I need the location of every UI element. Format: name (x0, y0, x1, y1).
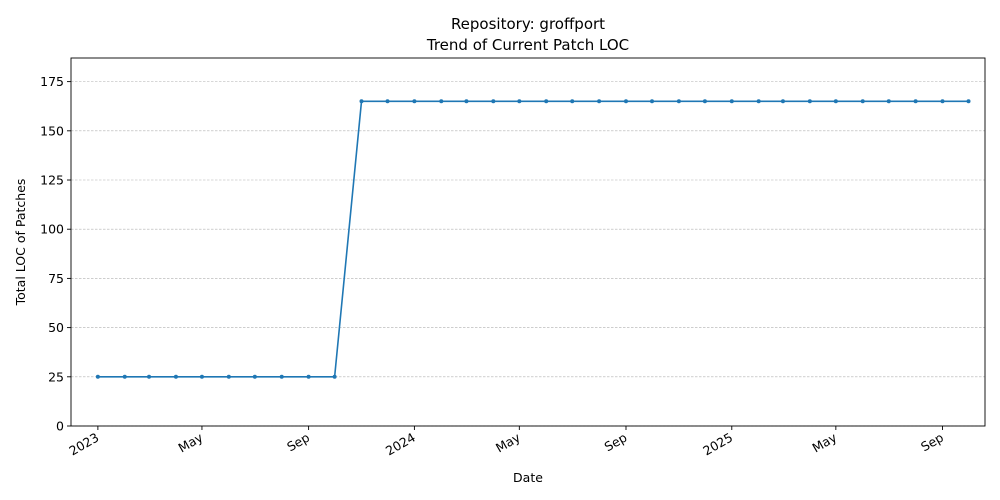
x-axis-label: Date (513, 470, 543, 485)
data-point (886, 99, 891, 104)
x-tick-label-3: 2024 (383, 430, 418, 459)
series-line-0 (97, 100, 969, 378)
data-point (597, 99, 602, 104)
data-point (439, 99, 444, 104)
data-point (385, 99, 390, 104)
data-point (199, 374, 204, 379)
data-point (623, 99, 628, 104)
series-layer (97, 100, 969, 378)
x-tick-label-2: Sep (284, 430, 312, 455)
y-tick-label-6: 150 (40, 123, 64, 138)
x-axis: 2023 May Sep 2024 May Sep 2025 May Sep (66, 426, 946, 459)
data-point (332, 374, 337, 379)
data-point (756, 99, 761, 104)
data-point (780, 99, 785, 104)
x-tick-label-6: 2025 (700, 430, 735, 459)
data-point (833, 99, 838, 104)
y-axis: 0 25 50 75 100 125 150 175 (40, 74, 71, 434)
data-point (412, 99, 417, 104)
data-point (147, 374, 152, 379)
x-tick-label-1: May (176, 429, 206, 455)
data-point (517, 99, 522, 104)
x-tick-label-4: May (493, 429, 523, 455)
data-point (173, 374, 178, 379)
data-point (306, 374, 311, 379)
data-point (279, 374, 284, 379)
y-tick-label-7: 175 (40, 74, 64, 89)
y-tick-label-2: 50 (48, 320, 64, 335)
y-tick-label-3: 75 (48, 271, 64, 286)
y-tick-label-1: 25 (48, 369, 64, 384)
data-point (570, 99, 575, 104)
data-point (940, 99, 945, 104)
data-point (650, 99, 655, 104)
plot-frame (70, 57, 986, 427)
data-point (122, 374, 127, 379)
y-tick-label-0: 0 (56, 419, 64, 434)
data-point (544, 99, 549, 104)
data-point (676, 99, 681, 104)
y-tick-label-4: 100 (40, 222, 64, 237)
grid-lines (71, 81, 985, 427)
x-tick-label-5: Sep (602, 430, 630, 455)
data-point (966, 99, 971, 104)
data-point (807, 99, 812, 104)
data-point (702, 99, 707, 104)
data-point (464, 99, 469, 104)
data-point (729, 99, 734, 104)
y-axis-label: Total LOC of Patches (13, 179, 28, 307)
chart-subtitle: Trend of Current Patch LOC (426, 36, 629, 54)
data-point (860, 99, 865, 104)
y-tick-label-5: 125 (40, 173, 64, 188)
data-point (95, 374, 100, 379)
points-layer (95, 99, 971, 379)
data-point (252, 374, 257, 379)
x-tick-label-0: 2023 (66, 430, 101, 459)
chart-title: Repository: groffport (451, 15, 605, 33)
data-point (913, 99, 918, 104)
data-point (359, 99, 364, 104)
data-point (226, 374, 231, 379)
x-tick-label-7: May (809, 429, 839, 455)
x-tick-label-8: Sep (918, 430, 946, 455)
data-point (491, 99, 496, 104)
